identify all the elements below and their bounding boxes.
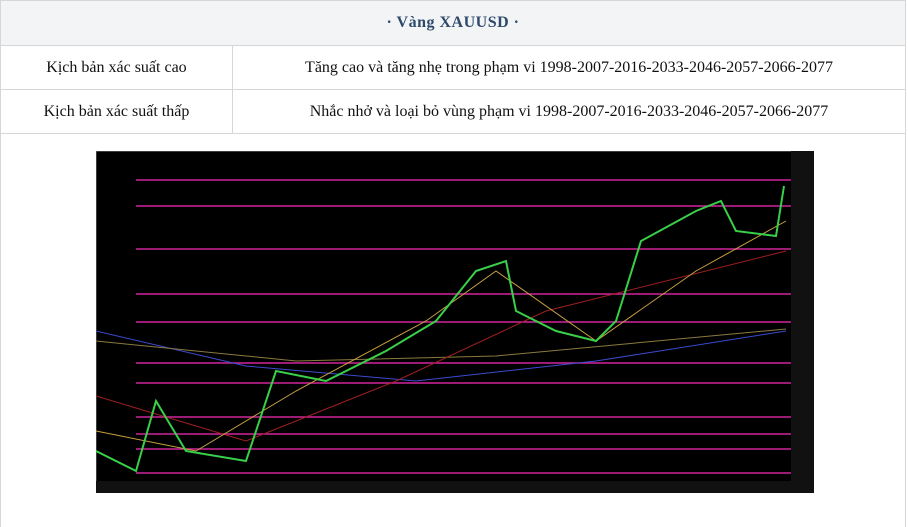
cell: Tăng cao và tăng nhẹ trong phạm vi 1998-… <box>305 58 833 76</box>
table-row: Kịch bản xác suất cao Tăng cao và tăng n… <box>1 46 905 90</box>
cell: Kịch bản xác suất thấp <box>1 90 233 133</box>
title: · Vàng XAUUSD · <box>1 1 905 46</box>
cell: Nhắc nhở và loại bỏ vùng phạm vi 1998-20… <box>309 102 829 120</box>
chart-image <box>96 151 814 493</box>
table-row: Kịch bản xác suất thấp Nhắc nhở và loại … <box>1 90 905 134</box>
cell: Kịch bản xác suất cao <box>1 46 233 89</box>
